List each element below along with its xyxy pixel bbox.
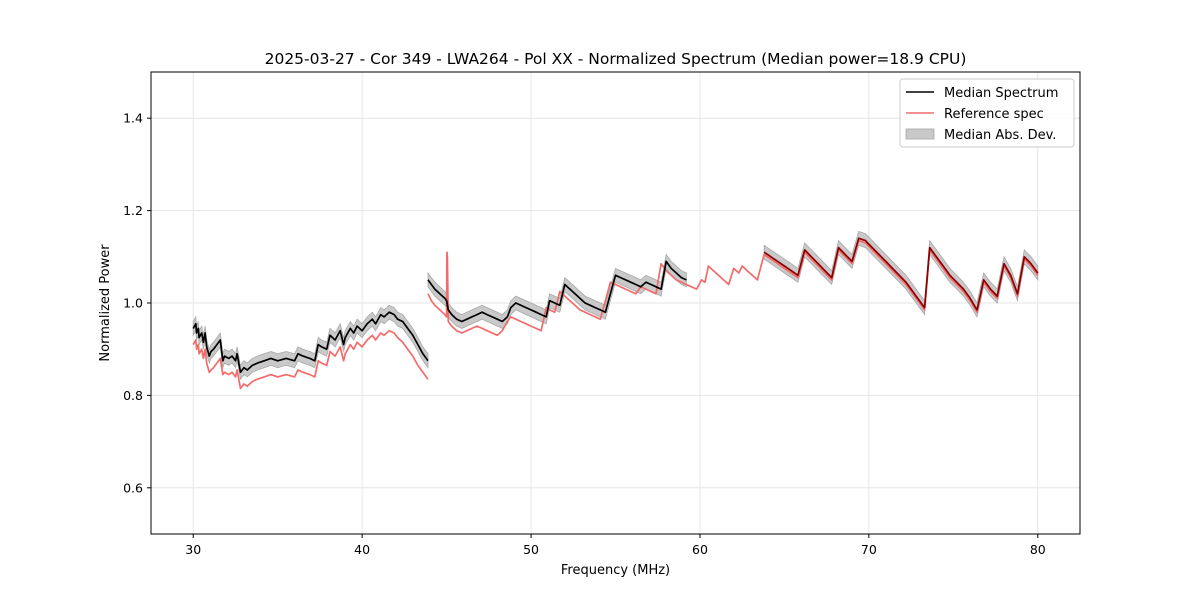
x-tick-label: 40: [354, 542, 370, 557]
legend: Median Spectrum Reference spec Median Ab…: [899, 78, 1075, 148]
x-tick-label: 30: [185, 542, 201, 557]
x-tick-label: 80: [1030, 542, 1046, 557]
x-tick-label: 50: [523, 542, 539, 557]
x-axis-title: Frequency (MHz): [561, 563, 670, 578]
median-spectrum-line: [192, 311, 429, 374]
median-spectrum-line: [763, 237, 1039, 311]
legend-mad-swatch: [905, 128, 935, 140]
legend-median-label: Median Spectrum: [944, 86, 1058, 101]
mad-band-layer: [192, 230, 1039, 381]
y-tick-label: 0.8: [123, 388, 143, 403]
tick-marks: [147, 117, 1039, 538]
mad-band-segment: [192, 304, 429, 381]
reference-spectrum-line: [192, 329, 429, 390]
y-tick-label: 0.6: [123, 480, 143, 495]
mad-band-segment: [763, 230, 1039, 318]
legend-reference-label: Reference spec: [944, 107, 1044, 122]
mad-band-segment: [427, 253, 687, 329]
median-spectrum-line: [427, 260, 687, 323]
y-tick-label: 1.2: [123, 203, 143, 218]
y-tick-label: 1.0: [123, 296, 143, 311]
legend-mad-label: Median Abs. Dev.: [944, 128, 1056, 143]
reference-spectrum-line: [427, 239, 1039, 337]
y-axis-title: Normalized Power: [98, 244, 113, 362]
x-tick-label: 70: [861, 542, 877, 557]
legend-box: [899, 78, 1075, 148]
chart-title: 2025-03-27 - Cor 349 - LWA264 - Pol XX -…: [265, 50, 967, 68]
median-series-layer: [192, 237, 1039, 374]
reference-series-layer: [192, 239, 1039, 390]
y-tick-label: 1.4: [123, 111, 143, 126]
x-tick-label: 60: [692, 542, 708, 557]
